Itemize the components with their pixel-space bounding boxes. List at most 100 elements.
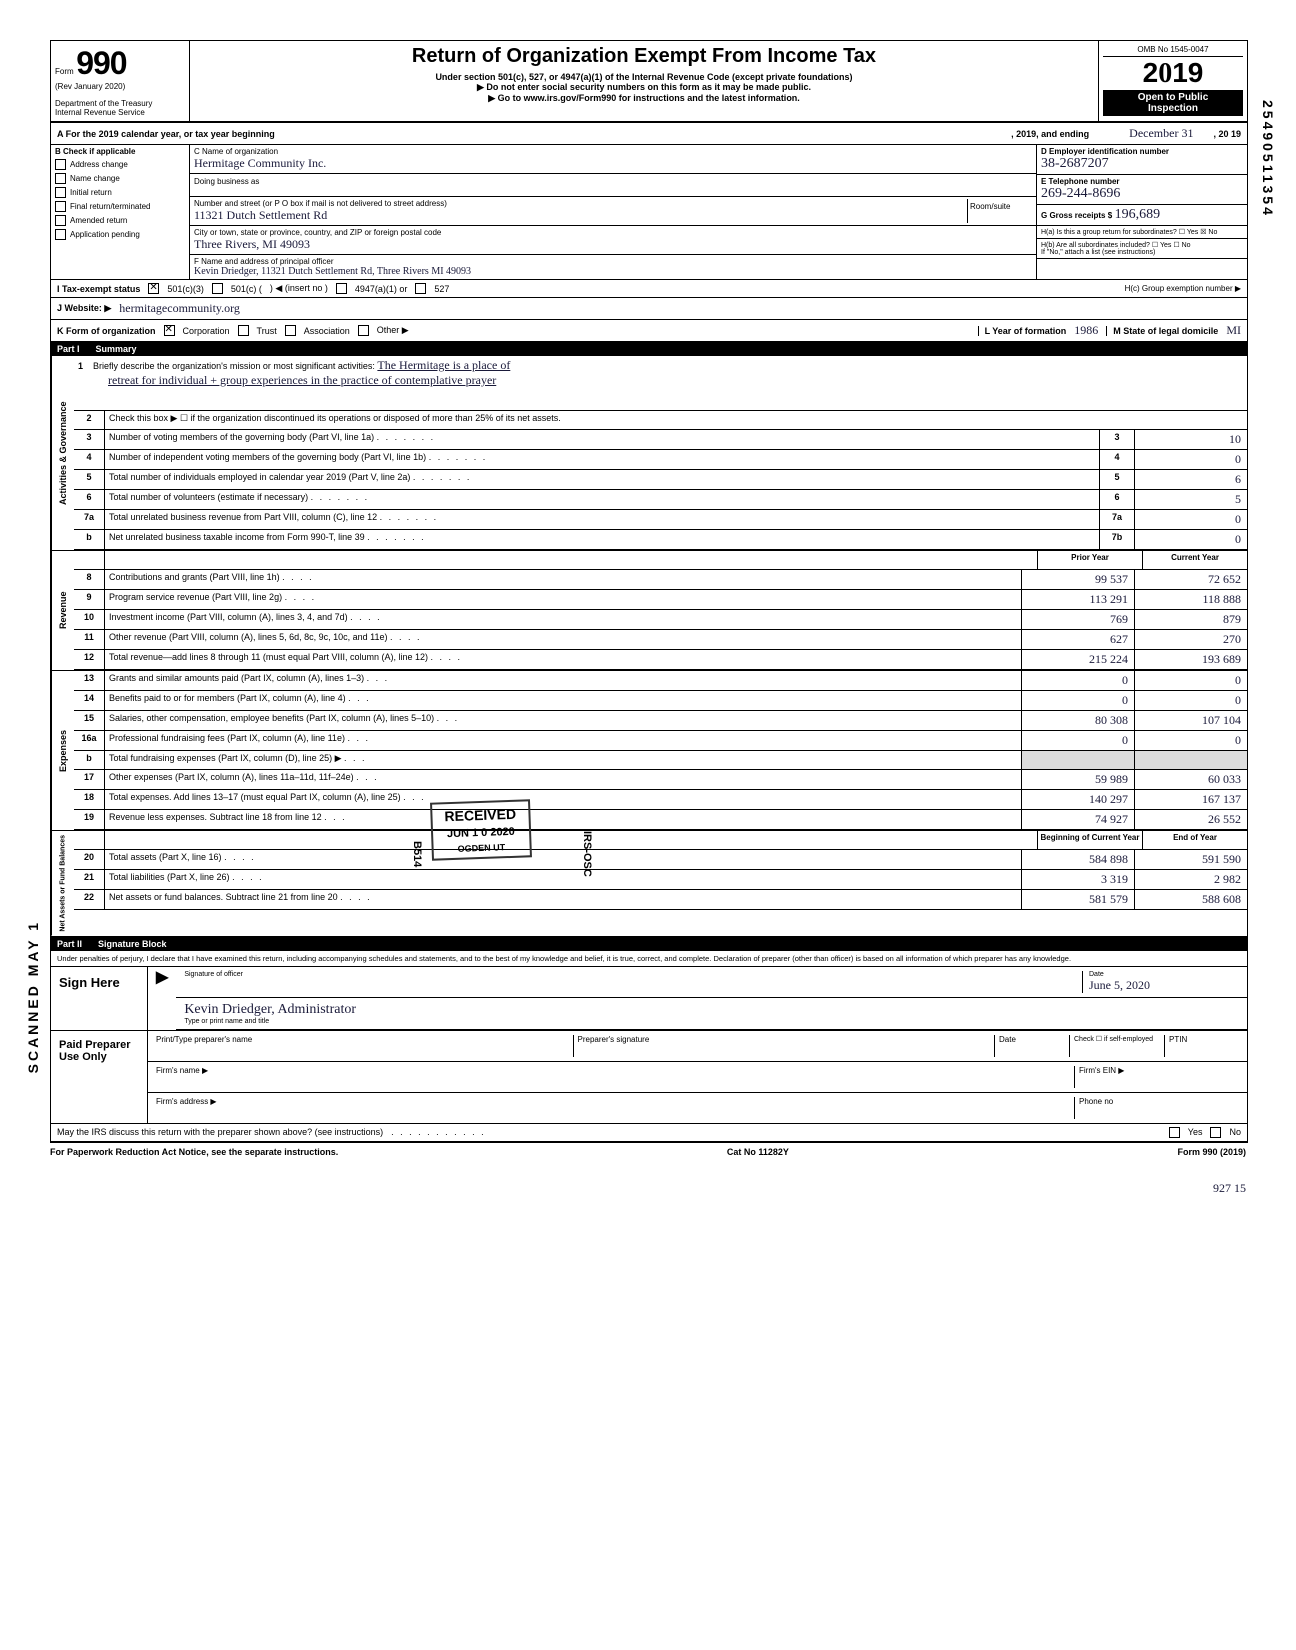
form-footer: Form 990 (2019) bbox=[1177, 1147, 1246, 1157]
expense-row: 13Grants and similar amounts paid (Part … bbox=[74, 671, 1247, 691]
revenue-row: 10Investment income (Part VIII, column (… bbox=[74, 610, 1247, 630]
form-header: Form 990 (Rev January 2020) Department o… bbox=[51, 41, 1247, 123]
irs-discuss-row: May the IRS discuss this return with the… bbox=[51, 1124, 1247, 1142]
form-990-container: Form 990 (Rev January 2020) Department o… bbox=[50, 40, 1248, 1143]
netassets-row: 20Total assets (Part X, line 16) . . . .… bbox=[74, 850, 1247, 870]
state-domicile: MI bbox=[1226, 323, 1241, 338]
tax-year: 20201919 bbox=[1103, 57, 1243, 90]
checkbox-address-change[interactable]: Address change bbox=[55, 159, 185, 170]
section-b-through-h: B Check if applicable Address change Nam… bbox=[51, 145, 1247, 280]
netassets-header-row: Beginning of Current Year End of Year bbox=[74, 831, 1247, 850]
governance-row: 2Check this box ▶ ☐ if the organization … bbox=[74, 411, 1247, 430]
checkbox-527[interactable] bbox=[415, 283, 426, 294]
main-title: Return of Organization Exempt From Incom… bbox=[198, 45, 1090, 68]
expense-row: 16aProfessional fundraising fees (Part I… bbox=[74, 731, 1247, 751]
form-number-box: Form 990 (Rev January 2020) Department o… bbox=[51, 41, 190, 121]
phone-value: 269-244-8696 bbox=[1041, 186, 1120, 201]
received-stamp: RECEIVED JUN 1 0 2020 OGDEN UT bbox=[430, 799, 532, 860]
sign-date: June 5, 2020 bbox=[1089, 978, 1150, 992]
title-box: Return of Organization Exempt From Incom… bbox=[190, 41, 1099, 121]
osc-stamp: IRS-OSC bbox=[581, 831, 593, 877]
mission-row: 1 Briefly describe the organization's mi… bbox=[74, 356, 1247, 411]
row-a-tax-year: A For the 2019 calendar year, or tax yea… bbox=[51, 123, 1247, 145]
checkbox-corporation[interactable] bbox=[164, 325, 175, 336]
netassets-row: 22Net assets or fund balances. Subtract … bbox=[74, 890, 1247, 910]
checkbox-4947[interactable] bbox=[336, 283, 347, 294]
checkbox-amended-return[interactable]: Amended return bbox=[55, 215, 185, 226]
governance-row: 7aTotal unrelated business revenue from … bbox=[74, 510, 1247, 530]
footer-row: For Paperwork Reduction Act Notice, see … bbox=[50, 1143, 1246, 1161]
governance-row: 4Number of independent voting members of… bbox=[74, 450, 1247, 470]
governance-row: bNet unrelated business taxable income f… bbox=[74, 530, 1247, 550]
mission-text-2: retreat for individual + group experienc… bbox=[108, 373, 496, 387]
officer-name-title: Kevin Driedger, Administrator bbox=[184, 1002, 356, 1017]
perjury-statement: Under penalties of perjury, I declare th… bbox=[51, 951, 1247, 967]
website-value: hermitagecommunity.org bbox=[119, 301, 240, 316]
governance-row: 5Total number of individuals employed in… bbox=[74, 470, 1247, 490]
checkbox-initial-return[interactable]: Initial return bbox=[55, 187, 185, 198]
paperwork-notice: For Paperwork Reduction Act Notice, see … bbox=[50, 1147, 338, 1157]
expenses-section: Expenses 13Grants and similar amounts pa… bbox=[51, 671, 1247, 831]
column-c-org-info: C Name of organization Hermitage Communi… bbox=[190, 145, 1037, 279]
row-j-website: J Website: ▶ hermitagecommunity.org bbox=[51, 298, 1247, 320]
omb-number: OMB No 1545-0047 bbox=[1103, 45, 1243, 57]
expense-row: bTotal fundraising expenses (Part IX, co… bbox=[74, 751, 1247, 770]
tab-revenue: Revenue bbox=[51, 551, 74, 670]
governance-row: 6Total number of volunteers (estimate if… bbox=[74, 490, 1247, 510]
tab-activities-governance: Activities & Governance bbox=[51, 356, 74, 550]
street-address: 11321 Dutch Settlement Rd bbox=[194, 208, 327, 222]
governance-row: 3Number of voting members of the governi… bbox=[74, 430, 1247, 450]
expense-row: 14Benefits paid to or for members (Part … bbox=[74, 691, 1247, 711]
side-scanned-text: SCANNED MAY 1 bbox=[25, 920, 41, 1073]
cat-number: Cat No 11282Y bbox=[727, 1147, 789, 1157]
instruction-url: ▶ Go to www.irs.gov/Form990 for instruct… bbox=[198, 93, 1090, 104]
subtitle: Under section 501(c), 527, or 4947(a)(1)… bbox=[198, 72, 1090, 82]
side-scan-number: 25490511354 bbox=[1260, 100, 1276, 218]
gross-receipts: 196,689 bbox=[1115, 207, 1161, 222]
activities-governance-section: Activities & Governance 1 Briefly descri… bbox=[51, 356, 1247, 551]
b514-stamp: B514 bbox=[411, 841, 423, 867]
column-headers-row: Prior Year Current Year bbox=[74, 551, 1247, 570]
checkbox-discuss-no[interactable] bbox=[1210, 1127, 1221, 1138]
principal-officer: Kevin Driedger, 11321 Dutch Settlement R… bbox=[194, 266, 471, 277]
expense-row: 18Total expenses. Add lines 13–17 (must … bbox=[74, 790, 1247, 810]
part-1-header: Part I Summary bbox=[51, 342, 1247, 356]
checkbox-name-change[interactable]: Name change bbox=[55, 173, 185, 184]
paid-preparer-label: Paid Preparer Use Only bbox=[51, 1031, 148, 1123]
column-b-checkboxes: B Check if applicable Address change Nam… bbox=[51, 145, 190, 279]
checkbox-final-return[interactable]: Final return/terminated bbox=[55, 201, 185, 212]
checkbox-501c3[interactable] bbox=[148, 283, 159, 294]
checkbox-discuss-yes[interactable] bbox=[1169, 1127, 1180, 1138]
irs-label: Internal Revenue Service bbox=[55, 108, 185, 117]
dept-treasury: Department of the Treasury bbox=[55, 99, 185, 108]
revenue-row: 8Contributions and grants (Part VIII, li… bbox=[74, 570, 1247, 590]
instruction-ssn: ▶ Do not enter social security numbers o… bbox=[198, 82, 1090, 93]
revenue-row: 11Other revenue (Part VIII, column (A), … bbox=[74, 630, 1247, 650]
form-label: Form bbox=[55, 67, 74, 76]
expense-row: 15Salaries, other compensation, employee… bbox=[74, 711, 1247, 731]
row-i-tax-exempt: I Tax-exempt status 501(c)(3) 501(c) () … bbox=[51, 280, 1247, 298]
sign-here-label: Sign Here bbox=[51, 967, 148, 1030]
revenue-section: Revenue Prior Year Current Year 8Contrib… bbox=[51, 551, 1247, 671]
netassets-row: 21Total liabilities (Part X, line 26) . … bbox=[74, 870, 1247, 890]
tab-net-assets: Net Assets or Fund Balances bbox=[51, 831, 74, 936]
checkbox-trust[interactable] bbox=[238, 325, 249, 336]
arrow-icon: ▶ bbox=[148, 967, 176, 1030]
checkbox-association[interactable] bbox=[285, 325, 296, 336]
open-to-public: Open to Public Inspection bbox=[1103, 90, 1243, 116]
net-assets-section: Net Assets or Fund Balances Beginning of… bbox=[51, 831, 1247, 937]
checkbox-application-pending[interactable]: Application pending bbox=[55, 229, 185, 240]
year-formation: 1986 bbox=[1074, 323, 1098, 338]
year-box: OMB No 1545-0047 20201919 Open to Public… bbox=[1099, 41, 1247, 121]
form-number: 990 bbox=[76, 45, 126, 81]
part-2-header: Part II Signature Block bbox=[51, 937, 1247, 951]
form-revision: (Rev January 2020) bbox=[55, 82, 185, 91]
row-k-form-org: K Form of organization Corporation Trust… bbox=[51, 320, 1247, 342]
ending-month: December 31 bbox=[1129, 126, 1193, 141]
checkbox-501c[interactable] bbox=[212, 283, 223, 294]
expense-row: 19Revenue less expenses. Subtract line 1… bbox=[74, 810, 1247, 830]
sign-here-section: Sign Here ▶ Signature of officer Date Ju… bbox=[51, 967, 1247, 1031]
checkbox-other[interactable] bbox=[358, 325, 369, 336]
page-number: 927 15 bbox=[50, 1181, 1246, 1196]
ein-value: 38-2687207 bbox=[1041, 156, 1109, 171]
